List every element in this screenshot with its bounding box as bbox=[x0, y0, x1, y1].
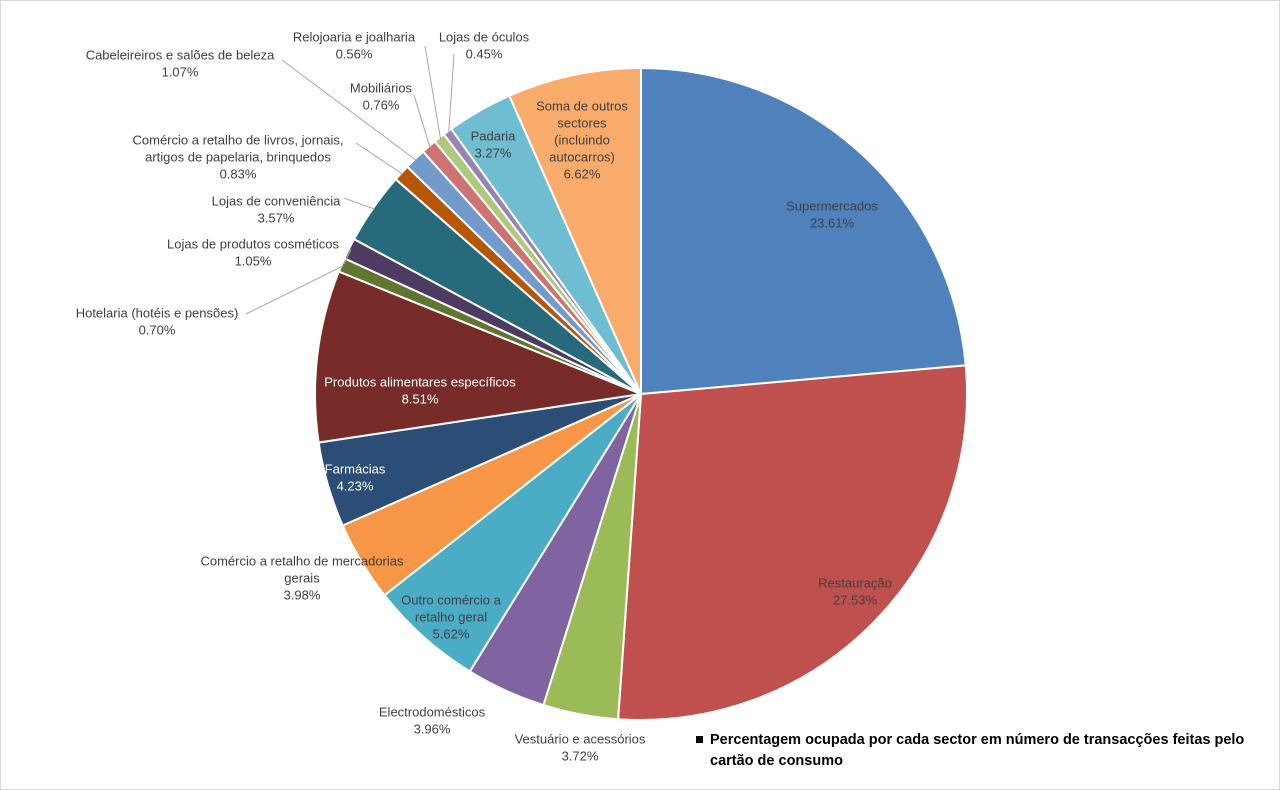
slice-label-outro-comercio-a-retalho-geral: Outro comércio a bbox=[401, 592, 501, 607]
leader-line-mobiliarios bbox=[413, 94, 431, 149]
pie-slice-produtos-alimentares-especificos bbox=[314, 270, 645, 444]
slice-label-padaria: Padaria bbox=[471, 128, 517, 143]
slice-value-vestuario-e-acessorios: 3.72% bbox=[562, 748, 599, 763]
slice-value-padaria: 3.27% bbox=[475, 145, 512, 160]
slice-label-soma-de-outros-sectores-incluindo-autocarros: sectores bbox=[557, 115, 607, 130]
pie-slice-soma-de-outros-sectores-incluindo-autocarros bbox=[508, 66, 642, 395]
leader-line-relojoaria-e-joalharia bbox=[424, 45, 442, 140]
slice-label-soma-de-outros-sectores-incluindo-autocarros: (incluindo bbox=[554, 132, 610, 147]
slice-value-lojas-de-conveniencia: 3.57% bbox=[258, 210, 295, 225]
pie-slice-restauracao bbox=[617, 364, 968, 721]
slice-value-relojoaria-e-joalharia: 0.56% bbox=[336, 46, 373, 61]
leader-line-lojas-de-oculos bbox=[448, 53, 455, 134]
slice-value-comercio-a-retalho-de-livros-jornais-artigos-de-papelaria-brinquedos: 0.83% bbox=[220, 166, 257, 181]
slice-label-supermercados: Supermercados bbox=[786, 198, 878, 213]
slice-value-outro-comercio-a-retalho-geral: 5.62% bbox=[433, 626, 470, 641]
slice-label-soma-de-outros-sectores-incluindo-autocarros: autocarros) bbox=[549, 149, 615, 164]
slice-label-comercio-a-retalho-de-mercadorias-gerais: Comércio a retalho de mercadorias bbox=[200, 553, 404, 568]
slice-label-produtos-alimentares-especificos: Produtos alimentares específicos bbox=[324, 374, 516, 389]
slice-label-mobiliarios: Mobiliários bbox=[350, 80, 413, 95]
slice-value-hotelaria-hoteis-e-pensoes: 0.70% bbox=[139, 322, 176, 337]
leader-line-hotelaria-hoteis-e-pensoes bbox=[245, 265, 344, 315]
slice-value-cabeleireiros-e-saloes-de-beleza: 1.07% bbox=[162, 64, 199, 79]
leader-line-lojas-de-conveniencia bbox=[343, 197, 376, 210]
slice-value-soma-de-outros-sectores-incluindo-autocarros: 6.62% bbox=[564, 166, 601, 181]
leader-lines bbox=[245, 45, 455, 315]
slice-label-hotelaria-hoteis-e-pensoes: Hotelaria (hotéis e pensões) bbox=[76, 305, 239, 320]
legend: Percentagem ocupada por cada sector em n… bbox=[696, 730, 1266, 772]
slice-value-supermercados: 23.61% bbox=[810, 215, 855, 230]
leader-line-lojas-de-produtos-cosmeticos bbox=[343, 249, 352, 265]
slice-label-electrodomesticos: Electrodomésticos bbox=[379, 704, 486, 719]
slice-label-outro-comercio-a-retalho-geral: retalho geral bbox=[415, 609, 487, 624]
pie-slices bbox=[314, 66, 968, 721]
slice-label-lojas-de-conveniencia: Lojas de conveniência bbox=[212, 193, 341, 208]
slice-label-comercio-a-retalho-de-livros-jornais-artigos-de-papelaria-brinquedos: artigos de papelaria, brinquedos bbox=[145, 149, 331, 164]
slice-value-mobiliarios: 0.76% bbox=[363, 97, 400, 112]
slice-value-farmacias: 4.23% bbox=[337, 478, 374, 493]
slice-value-lojas-de-produtos-cosmeticos: 1.05% bbox=[235, 253, 272, 268]
slice-value-electrodomesticos: 3.96% bbox=[414, 721, 451, 736]
slice-label-lojas-de-produtos-cosmeticos: Lojas de produtos cosméticos bbox=[167, 236, 339, 251]
slice-label-comercio-a-retalho-de-livros-jornais-artigos-de-papelaria-brinquedos: Comércio a retalho de livros, jornais, bbox=[133, 132, 344, 147]
slice-label-comercio-a-retalho-de-mercadorias-gerais: gerais bbox=[284, 570, 320, 585]
slice-label-cabeleireiros-e-saloes-de-beleza: Cabeleireiros e salões de beleza bbox=[86, 47, 275, 62]
slice-label-soma-de-outros-sectores-incluindo-autocarros: Soma de outros bbox=[536, 98, 628, 113]
slice-label-farmacias: Farmácias bbox=[325, 461, 386, 476]
leader-line-cabeleireiros-e-saloes-de-beleza bbox=[281, 59, 417, 161]
legend-label: Percentagem ocupada por cada sector em n… bbox=[710, 732, 1245, 769]
slice-value-comercio-a-retalho-de-mercadorias-gerais: 3.98% bbox=[284, 587, 321, 602]
slice-value-produtos-alimentares-especificos: 8.51% bbox=[402, 391, 439, 406]
slice-label-restauracao: Restauração bbox=[818, 575, 892, 590]
slice-label-lojas-de-oculos: Lojas de óculos bbox=[439, 29, 530, 44]
slice-label-relojoaria-e-joalharia: Relojoaria e joalharia bbox=[293, 29, 416, 44]
legend-marker bbox=[696, 736, 703, 743]
slice-value-restauracao: 27.53% bbox=[833, 592, 878, 607]
slice-labels: Supermercados 23.61% Restauração 27.53% Vest… bbox=[76, 29, 892, 763]
slice-value-lojas-de-oculos: 0.45% bbox=[466, 46, 503, 61]
pie-slice-supermercados bbox=[640, 66, 967, 396]
slice-label-vestuario-e-acessorios: Vestuário e acessórios bbox=[515, 731, 646, 746]
leader-line-comercio-a-retalho-de-livros-jornais-artigos-de-papelaria-brinquedos bbox=[355, 142, 404, 175]
